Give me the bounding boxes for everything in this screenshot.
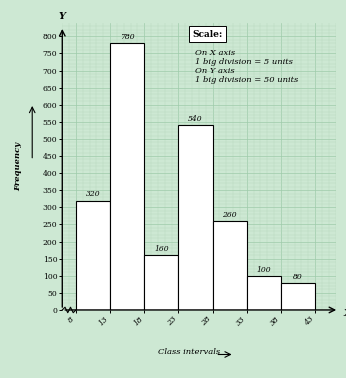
Text: Y: Y: [59, 12, 66, 21]
Text: 160: 160: [154, 245, 169, 253]
Text: 80: 80: [293, 273, 303, 280]
Bar: [144, 255, 179, 310]
Text: 540: 540: [188, 115, 203, 123]
Bar: [179, 125, 212, 310]
Text: 780: 780: [120, 33, 135, 41]
Text: Class intervals: Class intervals: [158, 349, 220, 356]
Bar: [281, 283, 315, 310]
Bar: [110, 43, 144, 310]
Text: Frequency: Frequency: [15, 142, 22, 191]
Text: On X axis
1 big division = 5 units
On Y axis
1 big division = 50 units: On X axis 1 big division = 5 units On Y …: [195, 48, 298, 84]
Text: Scale:: Scale:: [192, 30, 222, 39]
Text: X: X: [344, 309, 346, 318]
Text: 320: 320: [86, 191, 100, 198]
Text: 260: 260: [222, 211, 237, 219]
Bar: [247, 276, 281, 310]
Bar: [76, 200, 110, 310]
Bar: [212, 221, 247, 310]
Text: 100: 100: [256, 266, 271, 274]
